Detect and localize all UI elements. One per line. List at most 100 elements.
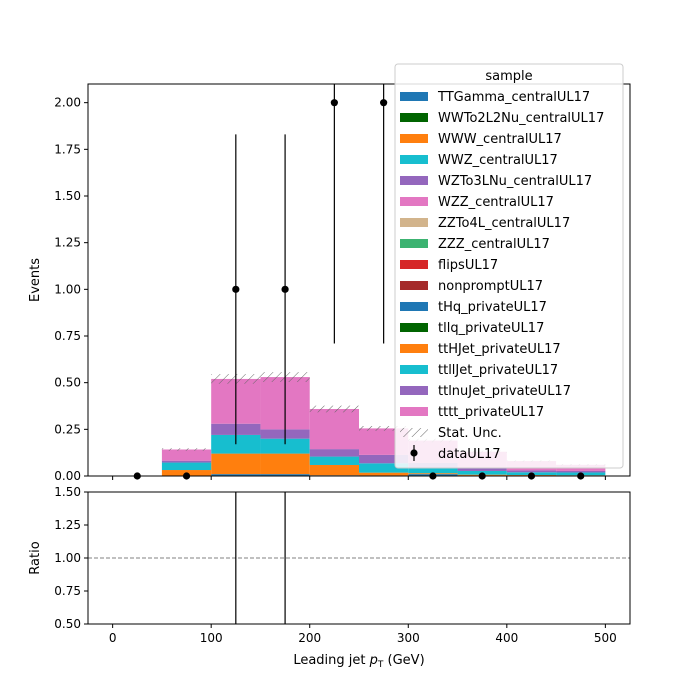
legend-swatch-15 (400, 407, 428, 416)
x-tick-label-0: 0 (109, 631, 117, 645)
main-y-tick-label-3: 0.75 (54, 329, 81, 343)
bar-14-0 (161, 460, 212, 463)
legend-swatch-7 (400, 239, 428, 248)
legend-title: sample (485, 69, 532, 84)
main-x-axis (112, 476, 606, 480)
legend-swatch-4 (400, 176, 428, 185)
legend-swatch-8 (400, 260, 428, 269)
legend-label-9: nonpromptUL17 (438, 279, 543, 294)
bar-12-2 (260, 453, 310, 475)
legend-label-8: flipsUL17 (438, 258, 498, 273)
bar-14-7 (506, 470, 557, 473)
legend-label-data: dataUL17 (438, 447, 501, 462)
stat-unc-band-4 (359, 426, 409, 431)
ratio-y-tick-label-4: 1.50 (54, 485, 81, 499)
x-axis-label-subscript: T (377, 660, 384, 670)
bar-15-0 (161, 449, 212, 461)
legend-label-1: WWTo2L2Nu_centralUL17 (438, 111, 604, 126)
bar-12-3 (309, 464, 359, 476)
legend-label-5: WZZ_centralUL17 (438, 195, 554, 210)
stat-unc-band-3 (309, 405, 359, 413)
legend-label-15: tttt_privateUL17 (438, 405, 544, 420)
legend-swatch-0 (400, 92, 428, 101)
x-tick-label-4: 400 (495, 631, 518, 645)
ratio-y-tick-label-1: 0.75 (54, 584, 81, 598)
legend-label-11: tllq_privateUL17 (438, 321, 544, 336)
ratio-y-tick-label-3: 1.25 (54, 518, 81, 532)
legend-swatch-12 (400, 344, 428, 353)
main-y-tick-label-1: 0.25 (54, 422, 81, 436)
bar-10-2 (260, 474, 310, 476)
data-points (133, 84, 585, 480)
legend-label-stat-unc: Stat. Unc. (438, 426, 502, 441)
x-tick-label-2: 200 (298, 631, 321, 645)
data-point-2 (232, 285, 240, 293)
ratio-y-axis: 0.50 0.75 1.00 1.25 1.50 (54, 485, 88, 631)
stat-unc-band-0 (161, 448, 212, 451)
legend: sample TTGamma_centralUL17 WWTo2L2Nu_centr… (394, 63, 624, 469)
data-point-5 (380, 99, 388, 107)
bar-14-3 (309, 449, 359, 457)
x-axis-label-main: Leading jet (293, 653, 369, 668)
main-y-axis-label: Events (28, 258, 43, 302)
legend-label-3: WWZ_centralUL17 (438, 153, 558, 168)
legend-label-6: ZZTo4L_centralUL17 (438, 216, 570, 231)
bar-10-1 (211, 474, 261, 476)
x-axis-label-p: p (369, 653, 378, 668)
ratio-y-tick-label-0: 0.50 (54, 617, 81, 631)
bar-14-8 (556, 470, 606, 473)
main-y-tick-label-4: 1.00 (54, 282, 81, 296)
bar-13-5 (408, 467, 458, 474)
legend-box (394, 63, 624, 469)
bar-12-4 (359, 472, 409, 476)
x-tick-label-1: 100 (200, 631, 223, 645)
legend-swatch-13 (400, 365, 428, 374)
bar-14-6 (457, 468, 507, 471)
main-y-axis: 0.00 0.25 0.50 0.75 1.00 1.25 1.50 1.75 2.00 (54, 96, 88, 483)
main-y-tick-label-5: 1.25 (54, 236, 81, 250)
legend-label-7: ZZZ_centralUL17 (438, 237, 550, 252)
legend-label-10: tHq_privateUL17 (438, 300, 547, 315)
x-axis-label: Leading jet pT (GeV) (293, 653, 424, 670)
legend-swatch-9 (400, 281, 428, 290)
bar-13-4 (359, 463, 409, 473)
main-plot-frame (87, 83, 631, 477)
bar-13-3 (309, 456, 359, 465)
legend-swatch-3 (400, 155, 428, 164)
legend-swatch-14 (400, 386, 428, 395)
main-y-tick-label-2: 0.50 (54, 376, 81, 390)
bar-12-1 (211, 453, 261, 475)
x-axis-label-unit: (GeV) (383, 653, 424, 668)
legend-label-14: ttlnuJet_privateUL17 (438, 384, 571, 399)
ratio-y-tick-label-2: 1.00 (54, 551, 81, 565)
data-point-4 (330, 99, 338, 107)
bar-13-2 (260, 438, 310, 454)
bar-14-4 (359, 454, 409, 464)
legend-swatch-10 (400, 302, 428, 311)
bar-13-0 (161, 462, 212, 471)
legend-label-13: ttllJet_privateUL17 (438, 363, 558, 378)
legend-label-12: ttHJet_privateUL17 (438, 342, 561, 357)
legend-swatch-5 (400, 197, 428, 206)
legend-swatch-6 (400, 218, 428, 227)
ratio-y-axis-label: Ratio (28, 541, 43, 574)
ratio-panel (88, 492, 630, 624)
legend-data-marker (410, 449, 418, 457)
x-tick-label-3: 300 (397, 631, 420, 645)
legend-label-4: WZTo3LNu_centralUL17 (438, 174, 592, 189)
legend-swatch-11 (400, 323, 428, 332)
legend-swatch-1 (400, 113, 428, 122)
main-y-tick-label-0: 0.00 (54, 469, 81, 483)
bar-15-3 (309, 408, 359, 450)
legend-swatch-stat-unc (400, 428, 428, 437)
legend-label-0: TTGamma_centralUL17 (437, 90, 590, 105)
legend-swatch-2 (400, 134, 428, 143)
data-point-3 (281, 285, 289, 293)
main-y-tick-label-6: 1.50 (54, 189, 81, 203)
main-y-tick-label-8: 2.00 (54, 96, 81, 110)
legend-label-2: WWW_centralUL17 (438, 132, 562, 147)
main-y-tick-label-7: 1.75 (54, 142, 81, 156)
ratio-x-axis: 0 100 200 300 400 500 (109, 624, 617, 645)
x-tick-label-5: 500 (594, 631, 617, 645)
